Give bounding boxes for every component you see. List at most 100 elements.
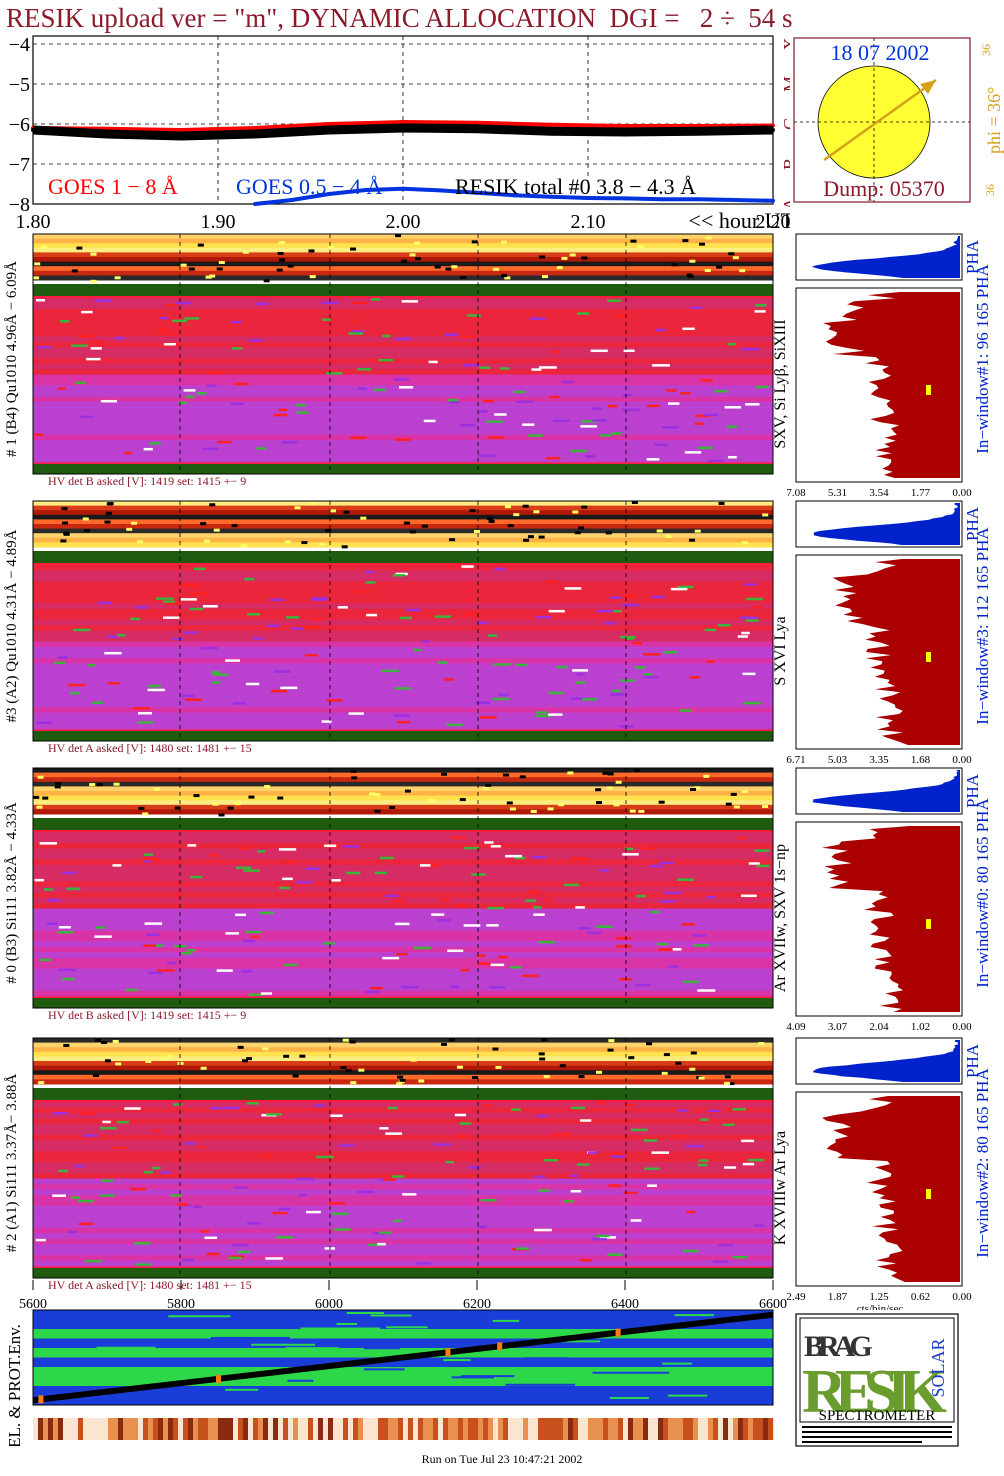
- goes-data-point: [771, 128, 775, 132]
- env-strip-cell: [268, 1418, 274, 1440]
- heatmap-pixel: [398, 386, 414, 389]
- heatmap-row: [33, 668, 773, 675]
- goes-data-point: [623, 130, 627, 134]
- band-speck: [556, 266, 563, 270]
- band-speck: [167, 1054, 174, 1058]
- phi-arrow: [823, 78, 937, 162]
- heatmap-row: [33, 859, 773, 866]
- band-speck: [287, 264, 294, 268]
- heatmap-pixel: [36, 721, 53, 724]
- bottom-x-tick-label: 6600: [759, 1297, 787, 1310]
- band-speck: [492, 1047, 499, 1051]
- heatmap-pixel: [490, 963, 505, 967]
- band-speck: [263, 279, 270, 283]
- heatmap-pixel: [47, 898, 61, 902]
- heatmap-pixel: [152, 944, 165, 947]
- heatmap-pixel: [213, 673, 229, 676]
- env-band-streak: [461, 1375, 515, 1378]
- env-band: [33, 1319, 773, 1330]
- env-strip-cell: [118, 1418, 124, 1440]
- band-speck: [547, 807, 554, 811]
- heatmap-row: [33, 374, 773, 381]
- heatmap-pixel: [378, 358, 393, 362]
- heatmap-pixel: [248, 993, 263, 996]
- heatmap-pixel: [668, 965, 679, 968]
- heatmap-pixel: [230, 320, 242, 324]
- heatmap-pixel: [191, 592, 209, 596]
- heatmap-pixel: [577, 312, 590, 315]
- env-strip-cell: [363, 1418, 369, 1440]
- band-speck: [369, 792, 376, 796]
- channel-left-label: # 1 (B4) Qu1010 4.96Å − 6.09Å: [4, 261, 20, 457]
- band-speck: [487, 517, 494, 521]
- band-speck: [212, 802, 219, 806]
- band-speck: [522, 504, 529, 508]
- heatmap-pixel: [233, 1186, 248, 1189]
- heatmap-pixel: [204, 1236, 218, 1240]
- bottom-x-tick-label: 5600: [19, 1297, 47, 1310]
- heatmap-pixel: [478, 454, 496, 457]
- env-strip-cell: [398, 1418, 404, 1440]
- y-tick-label: −6: [9, 114, 30, 136]
- channel-left-label: # 0 (B3) Si111 3.82Å − 4.33Å: [4, 802, 20, 984]
- env-strip-cell: [628, 1418, 634, 1440]
- heatmap-pixel: [483, 399, 494, 403]
- env-strip-cell: [663, 1418, 669, 1440]
- env-strip-cell: [413, 1418, 419, 1440]
- logo-fine-print: [802, 1426, 952, 1443]
- band-speck: [733, 805, 740, 809]
- env-band-streak: [106, 1398, 160, 1401]
- heatmap-pixel: [672, 948, 682, 951]
- band-speck: [106, 502, 113, 506]
- env-strip-cell: [568, 1418, 574, 1440]
- band-speck: [174, 806, 181, 810]
- heatmap-row: [33, 903, 773, 910]
- heatmap-row: [33, 636, 773, 643]
- heatmap-row: [33, 597, 773, 604]
- band-speck: [262, 1047, 269, 1051]
- x-tick-label: 2.00: [386, 211, 421, 233]
- band-speck: [145, 1059, 152, 1063]
- heatmap-pixel: [296, 881, 313, 884]
- heatmap-pixel: [686, 1210, 696, 1214]
- pha-small-hist: [813, 503, 960, 545]
- heatmap-pixel: [610, 1152, 622, 1156]
- heatmap-pixel: [752, 605, 763, 609]
- heatmap-row: [33, 1151, 773, 1158]
- band-speck: [240, 544, 247, 548]
- env-strip-cell: [163, 1418, 169, 1440]
- x-unit-label: << hour UT: [689, 208, 790, 233]
- heatmap-pixel: [630, 1128, 648, 1132]
- env-strip-cell: [688, 1418, 694, 1440]
- heatmap-pixel: [141, 857, 159, 861]
- heatmap-pixel: [152, 1166, 161, 1170]
- heatmap-pixel: [545, 456, 561, 460]
- band-row: [33, 1065, 773, 1071]
- heatmap-row: [33, 380, 773, 386]
- heatmap-pixel: [529, 317, 546, 321]
- heatmap-pixel: [331, 879, 341, 882]
- heatmap-pixel: [147, 684, 161, 688]
- env-band-streak: [346, 1311, 385, 1314]
- heatmap-pixel: [402, 1193, 417, 1196]
- heatmap-pixel: [652, 364, 670, 367]
- class-letter: C: [780, 118, 790, 130]
- heatmap-edge-top: [33, 1088, 773, 1100]
- heatmap-row: [33, 1118, 773, 1125]
- heatmap-pixel: [104, 651, 122, 655]
- heatmap-row: [33, 690, 773, 697]
- heatmap-pixel: [592, 419, 607, 422]
- heatmap-pixel: [75, 381, 86, 385]
- band-speck: [602, 771, 609, 775]
- band-speck: [539, 1057, 546, 1061]
- band-speck: [441, 772, 448, 776]
- heatmap-pixel: [57, 931, 74, 934]
- band-speck: [504, 276, 511, 280]
- band-speck: [699, 242, 706, 246]
- heatmap-pixel: [727, 455, 737, 459]
- heatmap-pixel: [746, 597, 763, 601]
- band-speck: [374, 793, 381, 797]
- band-speck: [105, 511, 112, 515]
- band-row: [33, 809, 773, 815]
- heatmap-row: [33, 401, 773, 408]
